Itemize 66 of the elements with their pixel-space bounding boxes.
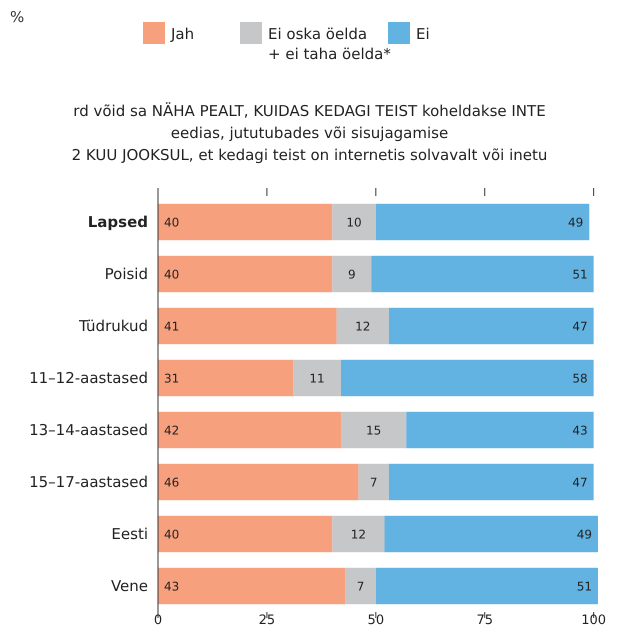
bar — [340, 412, 406, 448]
x-tick-label: 25 — [258, 613, 276, 628]
y-tick-label: Poisid — [104, 265, 148, 283]
data-label: 42 — [164, 424, 180, 438]
data-label: 31 — [164, 372, 180, 386]
bar — [406, 412, 594, 448]
y-tick-label: 15–17-aastased — [29, 473, 148, 491]
bar — [388, 308, 594, 344]
bar — [158, 360, 294, 396]
y-tick-label: 13–14-aastased — [29, 421, 148, 439]
data-label: 10 — [346, 216, 362, 230]
bar — [332, 204, 376, 240]
y-tick-label: Vene — [110, 577, 148, 595]
bar — [376, 568, 598, 604]
data-label: 43 — [572, 424, 588, 438]
bar — [371, 256, 594, 292]
y-tick-label: Lapsed — [88, 213, 148, 231]
y-tick-label: 11–12-aastased — [29, 369, 148, 387]
data-label: 40 — [164, 268, 180, 282]
x-tick-label: 0 — [154, 613, 162, 628]
bar — [158, 204, 332, 240]
data-label: 51 — [572, 268, 588, 282]
data-label: 46 — [164, 476, 180, 490]
bar — [358, 464, 389, 500]
data-label: 15 — [366, 424, 382, 438]
bar — [388, 464, 594, 500]
data-label: 11 — [309, 372, 325, 386]
bar — [376, 204, 590, 240]
data-label: 47 — [572, 320, 588, 334]
bar — [158, 412, 341, 448]
x-tick-label: 75 — [476, 613, 494, 628]
chart-title: rd võid sa NÄHA PEALT, KUIDAS KEDAGI TEIST koheldakse INTE eedias, jututubades või sisujagamise 2 KUU JOOKSUL, et kedagi teist on internetis solvavalt või inetu — [72, 102, 548, 164]
data-label: 9 — [348, 268, 356, 282]
bar — [345, 568, 376, 604]
data-label: 51 — [576, 580, 592, 594]
data-label: 49 — [576, 528, 592, 542]
data-label: 58 — [572, 372, 588, 386]
bar — [293, 360, 341, 396]
legend-label: Ei — [416, 25, 430, 43]
data-label: 12 — [355, 320, 370, 334]
y-tick-label: Eesti — [111, 525, 148, 543]
data-label: 47 — [572, 476, 588, 490]
legend-label: Jah — [170, 25, 194, 43]
data-label: 40 — [164, 528, 180, 542]
legend-label: Ei oska öelda + ei taha öelda* — [268, 25, 392, 63]
bar — [158, 256, 332, 292]
data-label: 12 — [350, 528, 366, 542]
text: % — [10, 8, 24, 26]
bar — [384, 516, 598, 552]
x-tick-label: 100 — [581, 613, 606, 628]
data-label: 41 — [164, 320, 180, 334]
bar — [332, 516, 385, 552]
data-label: 43 — [164, 580, 180, 594]
data-label: 40 — [164, 216, 180, 230]
bar — [332, 256, 372, 292]
data-label: 7 — [370, 476, 378, 490]
data-label: 49 — [568, 216, 584, 230]
bar — [340, 360, 594, 396]
bar — [336, 308, 389, 344]
y-tick-label: Tüdrukud — [78, 317, 148, 335]
bar — [158, 516, 332, 552]
data-label: 7 — [356, 580, 364, 594]
bar — [158, 568, 346, 604]
bar — [158, 464, 358, 500]
x-tick-label: 50 — [368, 613, 384, 628]
bar — [158, 308, 337, 344]
